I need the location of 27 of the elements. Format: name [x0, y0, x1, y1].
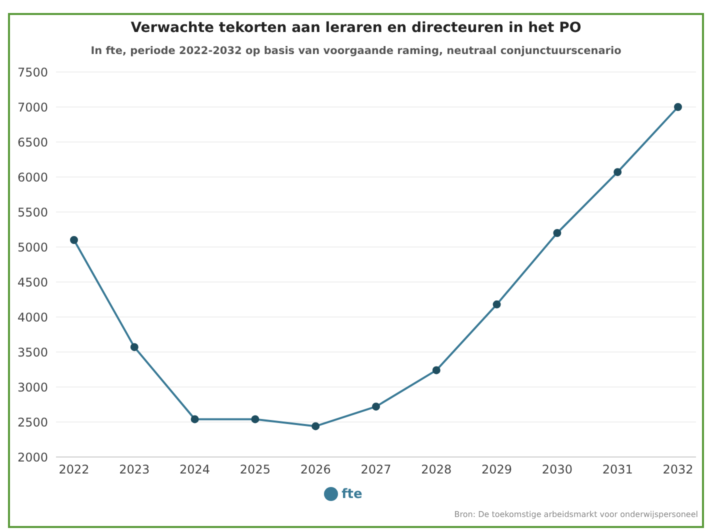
text: Bron: De toekomstige arbeidsmarkt voor onderwijspersoneel: [454, 510, 698, 519]
y-tick-label: 4000: [17, 310, 48, 324]
x-tick-label: 2029: [482, 462, 512, 477]
y-tick-label: 3000: [17, 380, 48, 394]
chart-subtitle: In fte, periode 2022-2032 op basis van voorgaande raming, neutraal conjunctuurscenario: [90, 45, 622, 57]
y-tick-label: 2500: [17, 415, 48, 430]
y-tick-label: 6500: [17, 135, 48, 150]
y-tick-label: 5000: [17, 240, 48, 254]
x-tick-label: 2022: [58, 462, 90, 477]
x-tick-label: 2025: [240, 462, 270, 477]
y-tick-label: 2000: [17, 450, 48, 464]
x-tick-label: 2030: [542, 462, 572, 477]
x-tick-label: 2023: [119, 462, 150, 477]
legend-label: fte: [342, 487, 362, 502]
chart-title: Verwachte tekorten aan leraren en directeuren in het PO: [130, 20, 582, 36]
x-tick-label: 2026: [300, 462, 331, 477]
x-tick-label: 2028: [421, 462, 452, 477]
y-tick-label: 5500: [17, 205, 48, 220]
x-tick-label: 2032: [662, 462, 694, 477]
y-tick-label: 3500: [17, 345, 48, 360]
y-tick-label: 7500: [17, 65, 48, 80]
x-tick-label: 2027: [360, 462, 392, 477]
y-tick-label: 6000: [17, 170, 48, 184]
x-tick-label: 2024: [180, 462, 210, 477]
y-tick-label: 4500: [17, 275, 48, 290]
y-tick-label: 7000: [17, 100, 48, 114]
x-tick-label: 2031: [602, 462, 633, 477]
